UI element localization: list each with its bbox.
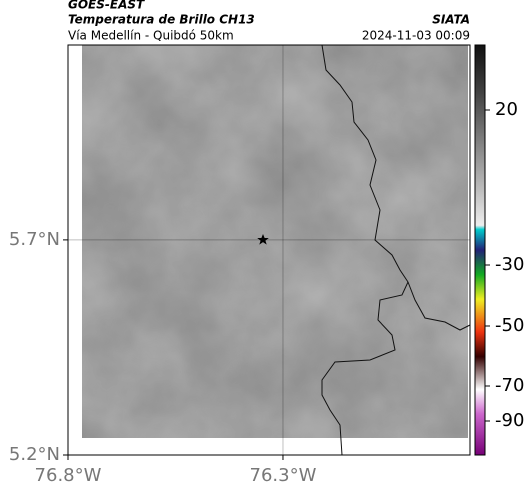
map — [67, 44, 471, 456]
colorbar-tick-label: -90 — [495, 410, 524, 431]
colorbar-tick-label: -50 — [495, 315, 524, 336]
region: Vía Medellín - Quibdó 50km — [68, 29, 234, 43]
x-tick-label: 76.3°W — [250, 465, 317, 486]
colorbar-tick-label: -70 — [495, 375, 524, 396]
product: Temperatura de Brillo CH13 — [68, 13, 255, 27]
colorbar-tick-label: -30 — [495, 254, 524, 275]
y-tick-label: 5.2°N — [9, 444, 60, 465]
colorbar-ticks: 20 -30 -50 -70 -90 — [485, 99, 524, 431]
timestamp: 2024-11-03 00:09 — [362, 29, 470, 43]
location-marker — [257, 234, 269, 245]
map-frame — [67, 44, 471, 456]
agency: SIATA — [432, 13, 470, 27]
coastline — [321, 44, 471, 456]
colorbar-tick-label: 20 — [495, 99, 518, 120]
y-tick-label: 5.7°N — [9, 229, 60, 250]
cloud-texture — [82, 45, 468, 438]
colorbar — [474, 44, 486, 456]
x-tick-label: 76.8°W — [35, 465, 102, 486]
axis-ticks: 76.8°W 76.3°W 5.7°N 5.2°N — [9, 45, 470, 486]
source: GOES-EAST — [68, 0, 145, 12]
